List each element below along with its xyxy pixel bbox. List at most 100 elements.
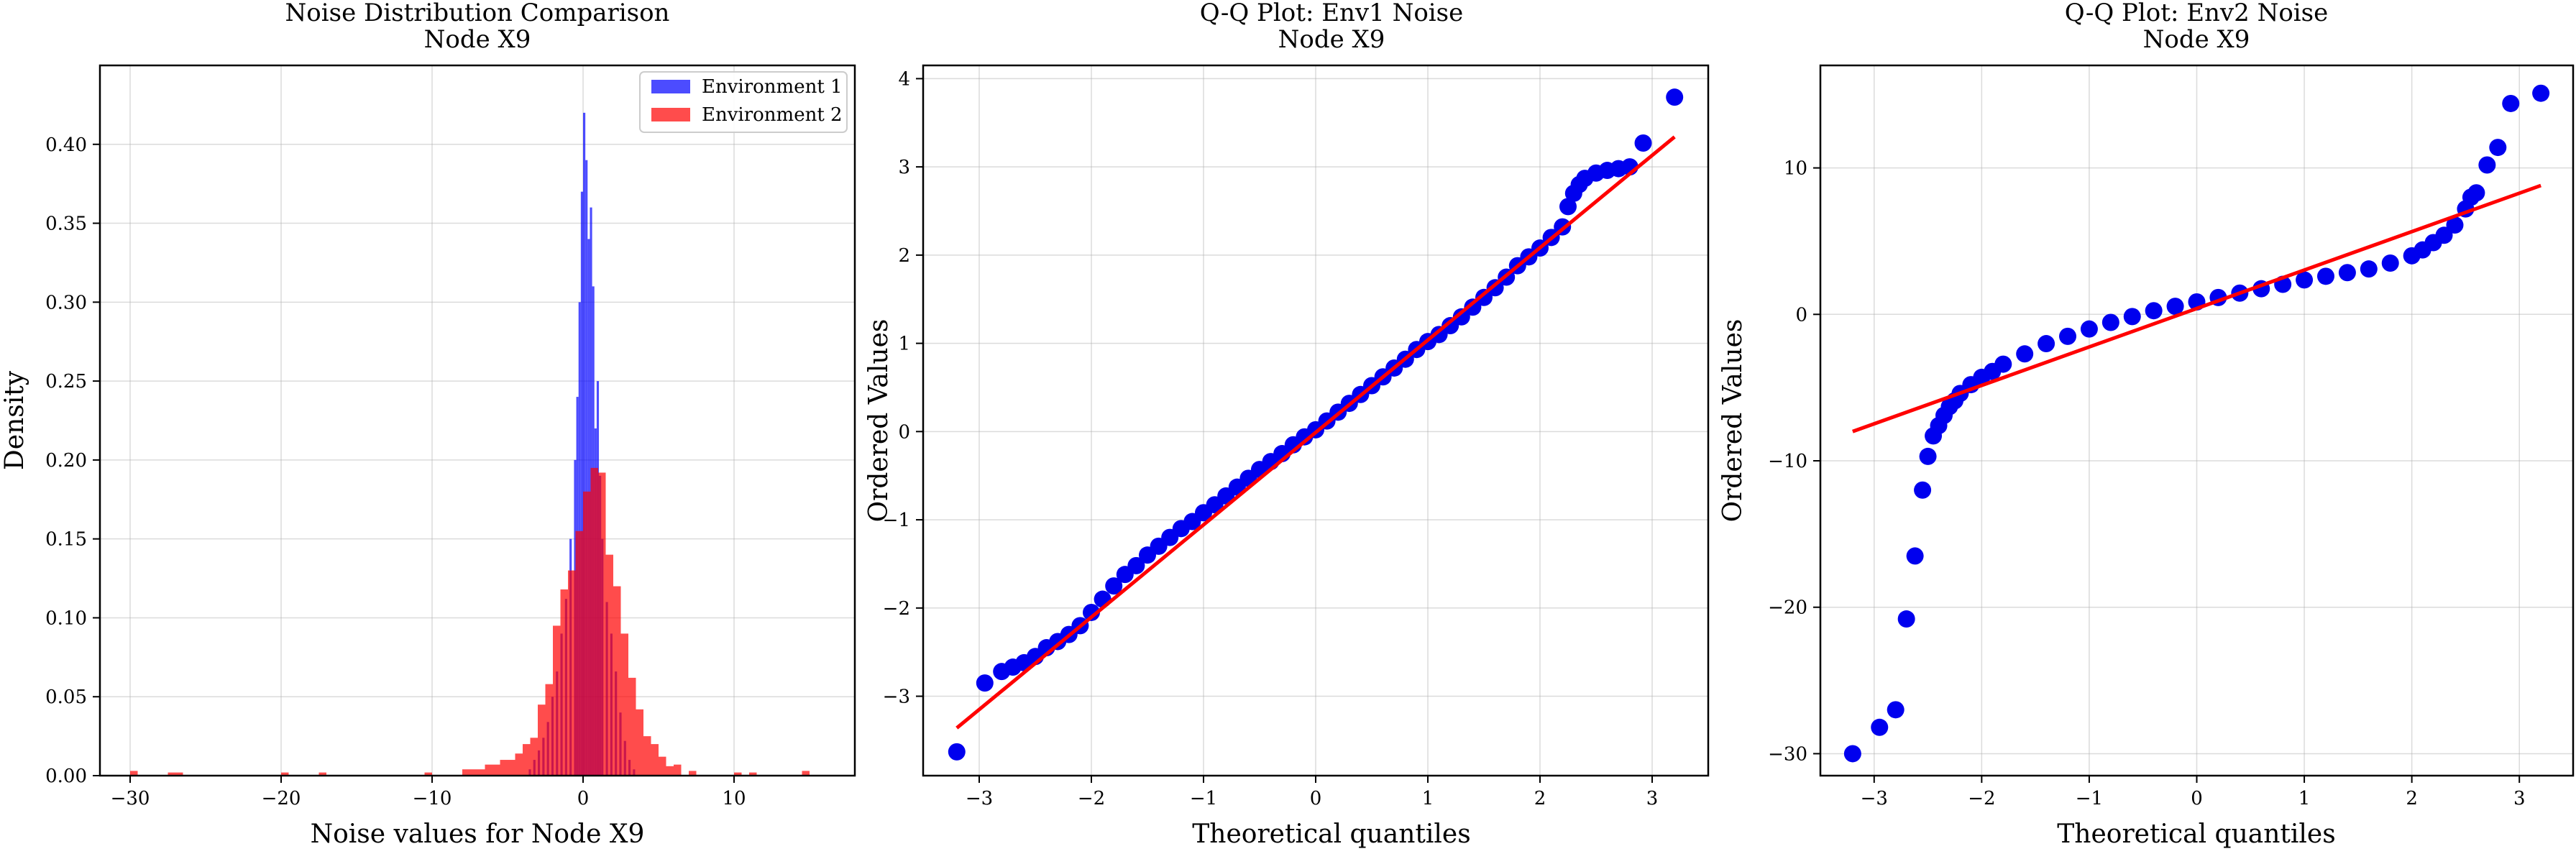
histogram-bar-env2 [674,764,682,776]
histogram-bar-env2 [523,744,531,776]
y-tick-label: 0.00 [45,766,87,787]
histogram-bar-env2 [462,769,470,776]
histogram-legend: Environment 1 Environment 2 [639,71,848,133]
qq-point [1105,577,1123,595]
qq-point [1897,610,1915,628]
y-tick-label: 0.10 [45,607,87,629]
legend-box [639,71,848,133]
histogram-bar-env2 [508,760,515,776]
qq-env1-subtitle: Node X9 [1278,25,1385,54]
histogram-bar-env2 [575,531,583,776]
histogram-title: Noise Distribution Comparison [285,0,670,27]
x-tick-label: −20 [262,788,301,809]
qq-point [1083,603,1100,621]
histogram-x-ticks: −30 −20 −10 0 10 [111,776,746,809]
histogram-bar-env2 [583,491,591,776]
histogram-x-label: Noise values for Node X9 [311,819,645,849]
qq-env1-x-ticks: −3 −2 −1 0 1 2 3 [966,776,1658,809]
qq-point [2296,271,2314,289]
qq-env2-title: Q-Q Plot: Env2 Noise [2065,0,2328,27]
histogram-bar-env2 [590,467,598,776]
qq-point [1666,88,1684,106]
qq-env2-x-ticks: −3 −2 −1 0 1 2 3 [1861,776,2526,809]
qq-point [2080,320,2098,338]
histogram-bar-env2 [175,772,183,776]
qq-env1-panel: Q-Q Plot: Env1 Noise Node X9 −3 −2 −1 0 1 2 3 … [864,0,1710,849]
x-tick-label: −30 [111,788,150,809]
qq-point [2435,226,2453,244]
histogram-bar-env1 [585,160,588,776]
histogram-bar-env2 [515,753,523,776]
x-tick-label: −2 [1078,788,1105,809]
y-tick-label: 0 [1795,304,1807,326]
qq-point [2166,298,2184,316]
y-tick-label: −2 [883,598,910,620]
qq-point [976,674,994,692]
histogram-panel: Noise Distribution Comparison Node X9 −3… [0,0,856,849]
qq-point [2145,302,2163,320]
x-tick-label: −1 [2076,788,2103,809]
qq-env2-y-label: Ordered Values [1718,319,1748,523]
y-tick-label: 0.30 [45,292,87,313]
qq-env2-x-label: Theoretical quantiles [2057,819,2335,849]
histogram-bar-env2 [530,738,538,776]
x-tick-label: 0 [577,788,590,809]
y-tick-label: 0 [898,421,910,443]
y-tick-label: 1 [898,334,910,355]
x-tick-label: −3 [966,788,993,809]
qq-point [2467,184,2485,202]
histogram-bar-env2 [469,769,477,776]
x-tick-label: 3 [1646,788,1659,809]
y-tick-label: 4 [898,68,910,90]
qq-point [2059,327,2077,345]
x-tick-label: −3 [1861,788,1888,809]
histogram-bar-env2 [666,766,674,776]
histogram-bar-env2 [318,772,326,776]
histogram-plot-frame [98,64,856,777]
x-tick-label: 0 [1310,788,1322,809]
qq-point [2038,335,2055,353]
legend-label-environment-2: Environment 2 [702,104,843,126]
histogram-bar-env2 [492,764,500,776]
qq-fit-line [1852,183,2541,433]
qq-env1-y-label: Ordered Values [864,319,894,523]
qq-point [2101,313,2119,331]
qq-env1-points [948,88,1684,761]
qq-point [1464,298,1482,316]
y-tick-label: 0.25 [45,371,87,392]
histogram-bars [130,112,810,776]
y-tick-label: 3 [898,157,910,178]
qq-point [1919,447,1937,465]
y-tick-label: −3 [883,687,910,708]
histogram-bar-env2 [605,554,613,776]
qq-point [2478,156,2496,174]
qq-point [948,743,966,761]
y-tick-label: 0.05 [45,687,87,708]
histogram-bar-env1 [583,112,586,776]
histogram-y-label: Density [0,370,29,470]
histogram-bar-env2 [568,570,576,776]
histogram-bar-env2 [613,586,621,776]
qq-env1-y-ticks: −3 −2 −1 0 1 2 3 4 [883,68,923,708]
y-tick-label: 0.40 [45,134,87,156]
y-tick-label: 0.20 [45,450,87,472]
legend-label-environment-1: Environment 1 [702,76,843,98]
y-tick-label: −1 [883,510,910,531]
x-tick-label: −10 [413,788,452,809]
x-tick-label: −2 [1968,788,1995,809]
qq-env1-x-label: Theoretical quantiles [1192,819,1470,849]
qq-point [2016,345,2034,363]
histogram-bar-env2 [560,589,568,776]
histogram-bar-env2 [424,772,432,776]
y-tick-label: −10 [1768,451,1807,472]
x-tick-label: 3 [2513,788,2526,809]
histogram-bar-env2 [598,472,606,776]
qq-env2-points [1843,84,2550,763]
histogram-y-ticks: 0.00 0.05 0.10 0.15 0.20 0.25 0.30 0.35 0.40 [45,134,100,787]
histogram-bar-env2 [628,677,636,776]
histogram-bar-env2 [689,771,697,776]
histogram-bar-env2 [636,709,643,776]
histogram-bar-env2 [485,764,492,776]
qq-point [1906,547,1924,565]
histogram-bar-env2 [620,633,628,776]
